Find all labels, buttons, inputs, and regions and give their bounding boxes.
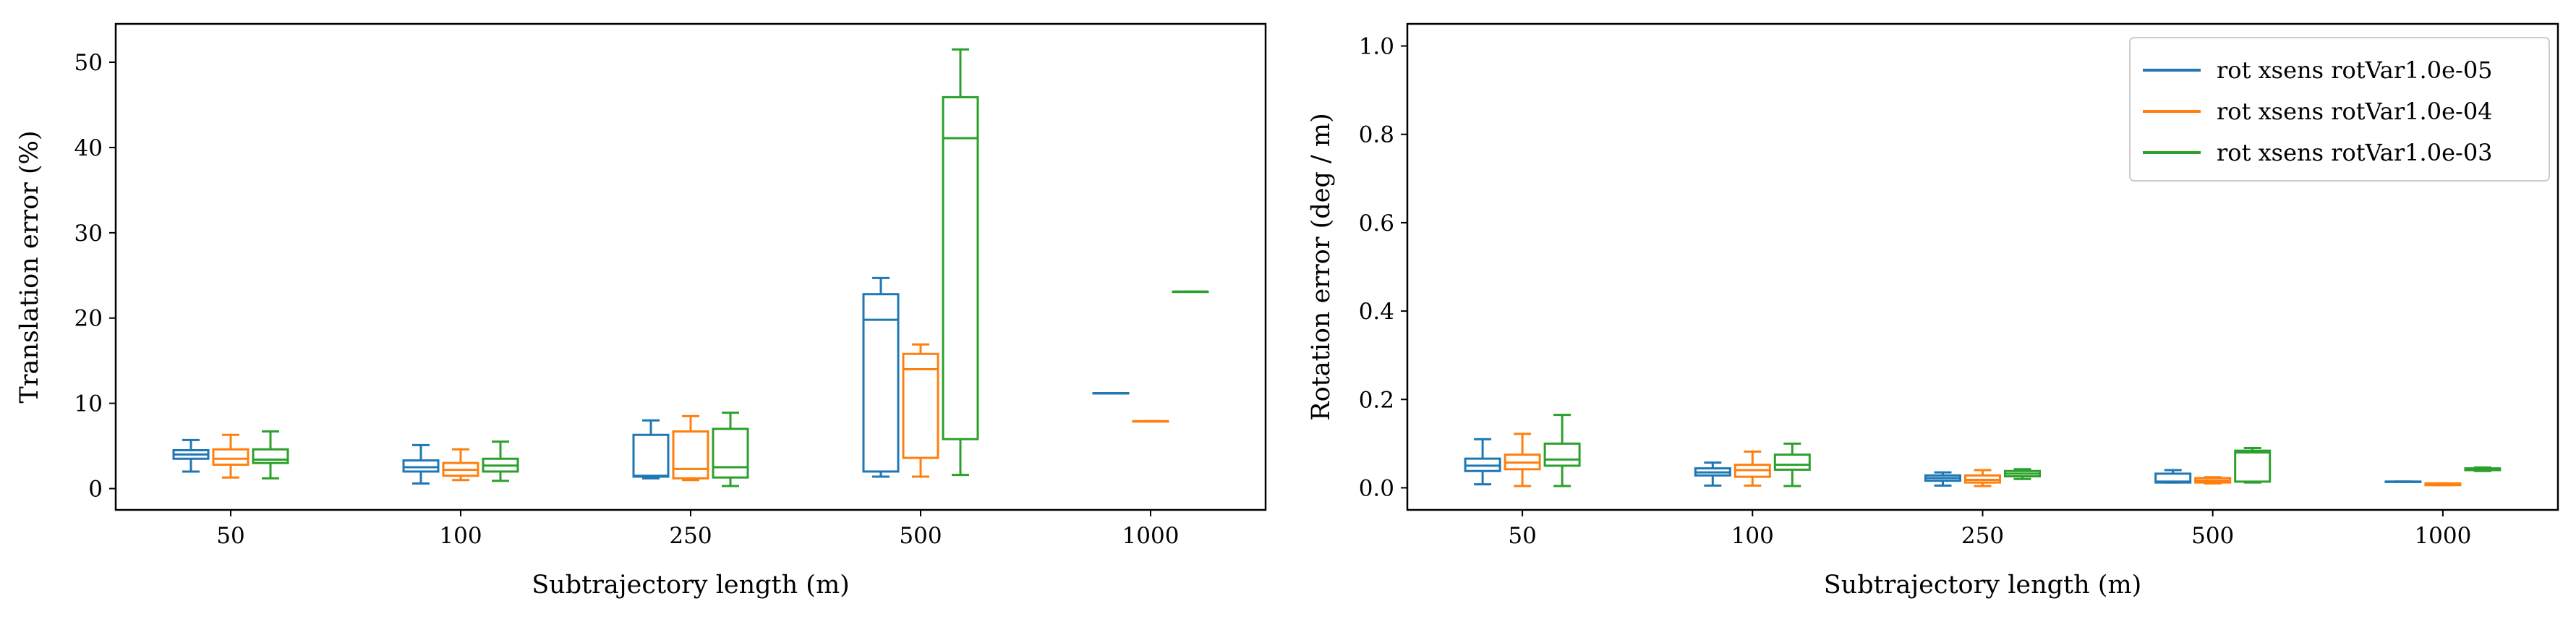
box-100-series-2 — [442, 448, 479, 482]
legend: rot xsens rotVar1.0e-05 rot xsens rotVar1… — [2129, 37, 2550, 182]
box-500-series-3 — [942, 48, 979, 477]
box-iqr — [632, 433, 670, 478]
box-100-series-1 — [1694, 461, 1731, 487]
x-tick-label: 100 — [1731, 523, 1774, 549]
x-tick-label: 50 — [1508, 523, 1536, 549]
box-250-series-3 — [2004, 468, 2041, 480]
x-tick-label: 100 — [439, 523, 482, 549]
box-iqr — [1543, 442, 1581, 467]
legend-label: rot xsens rotVar1.0e-04 — [2217, 98, 2493, 125]
box-100-series-2 — [1733, 450, 1771, 487]
box-1000-series-2 — [1132, 419, 1169, 423]
box-50-series-2 — [1504, 433, 1541, 487]
box-iqr — [902, 352, 939, 459]
y-tick-label: 50 — [74, 50, 103, 76]
box-50-series-2 — [212, 433, 250, 479]
box-100-series-1 — [402, 443, 440, 485]
box-iqr — [402, 459, 440, 473]
subplot-translation: 0 10 20 30 40 50 50 100 250 500 1000 Subtrajectory … — [15, 22, 1267, 600]
box-1000-series-2 — [2424, 482, 2462, 487]
box-500-series-3 — [2234, 446, 2272, 484]
box-100-series-3 — [482, 440, 519, 482]
y-tick-label: 0 — [88, 477, 103, 503]
y-tick-label: 40 — [74, 135, 103, 161]
y-tick-label: 10 — [74, 391, 103, 417]
box-50-series-1 — [172, 438, 210, 473]
box-1000-series-3 — [2464, 466, 2502, 472]
box-iqr — [862, 293, 900, 473]
x-tick-label: 500 — [2191, 523, 2234, 549]
y-tick-label: 0.8 — [1359, 122, 1394, 148]
x-axis-label: Subtrajectory length (m) — [1824, 571, 2142, 600]
box-50-series-3 — [1543, 414, 1581, 487]
y-tick-label: 20 — [74, 306, 103, 332]
box-250-series-3 — [712, 412, 749, 487]
y-tick-label: 0.2 — [1359, 387, 1394, 413]
box-500-series-1 — [862, 276, 900, 478]
box-iqr — [942, 95, 979, 440]
x-tick-label: 1000 — [2414, 523, 2471, 549]
box-iqr — [2234, 449, 2272, 483]
legend-frame — [2129, 37, 2550, 182]
x-tick-label: 1000 — [1122, 523, 1180, 549]
legend-label: rot xsens rotVar1.0e-03 — [2217, 139, 2493, 166]
subplot-rotation: 0.0 0.2 0.4 0.6 0.8 1.0 50 100 250 500 1000 Subtraj… — [1307, 22, 2559, 600]
x-tick-label: 50 — [216, 523, 244, 549]
x-tick-label: 500 — [899, 523, 942, 549]
box-100-series-3 — [1773, 442, 1811, 487]
box-250-series-1 — [632, 419, 670, 480]
box-50-series-3 — [252, 430, 289, 480]
x-tick-label: 250 — [1961, 523, 2004, 549]
box-iqr — [252, 448, 289, 464]
box-iqr — [1773, 453, 1811, 471]
box-250-series-1 — [1924, 471, 1961, 487]
box-500-series-2 — [902, 343, 939, 478]
y-tick-label: 0.6 — [1359, 210, 1394, 237]
legend-label: rot xsens rotVar1.0e-05 — [2217, 56, 2493, 84]
y-tick-label: 1.0 — [1359, 34, 1394, 60]
box-500-series-1 — [2154, 469, 2192, 484]
x-tick-label: 250 — [669, 523, 712, 549]
y-tick-label: 0.0 — [1359, 475, 1394, 501]
box-250-series-2 — [1964, 469, 2001, 487]
x-axis-label: Subtrajectory length (m) — [532, 571, 850, 600]
axes-frame — [114, 22, 1267, 511]
y-axis-label: Rotation error (deg / m) — [1307, 113, 1336, 421]
box-500-series-2 — [2194, 476, 2232, 485]
y-axis-label: Translation error (%) — [15, 130, 44, 403]
box-50-series-1 — [1464, 438, 1501, 486]
box-iqr — [712, 427, 749, 479]
box-250-series-2 — [672, 414, 709, 482]
box-1000-series-3 — [1172, 290, 1209, 294]
y-tick-label: 0.4 — [1359, 299, 1394, 325]
box-iqr — [212, 448, 250, 466]
box-iqr — [672, 430, 709, 480]
y-tick-label: 30 — [74, 221, 103, 247]
